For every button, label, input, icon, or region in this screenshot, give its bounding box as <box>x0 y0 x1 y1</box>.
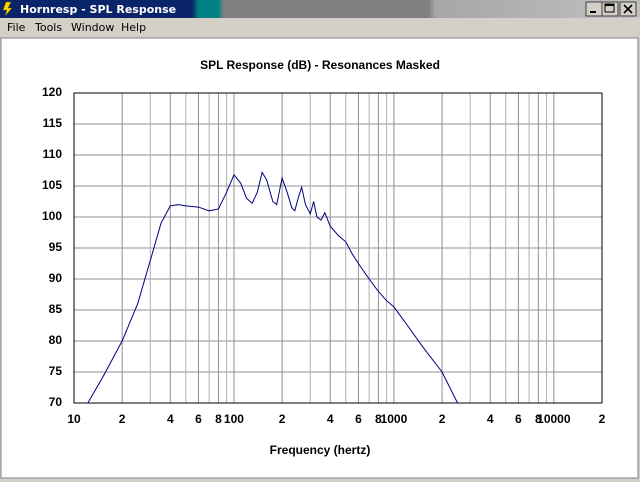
x-tick-label: 4 <box>167 412 174 426</box>
spl-curve <box>87 171 458 404</box>
maximize-button[interactable] <box>601 1 619 17</box>
chart-title: SPL Response (dB) - Resonances Masked <box>200 58 440 72</box>
x-tick-label: 1000 <box>381 412 408 426</box>
y-tick-label: 105 <box>42 178 62 192</box>
x-tick-label: 2 <box>439 412 446 426</box>
x-tick-label: 10000 <box>537 412 571 426</box>
y-tick-label: 95 <box>49 240 63 254</box>
x-tick-label: 8 <box>375 412 382 426</box>
close-button[interactable] <box>619 1 637 17</box>
menu-item[interactable]: Window <box>71 21 114 34</box>
x-tick-label: 2 <box>119 412 126 426</box>
y-tick-label: 90 <box>49 271 63 285</box>
x-tick-label: 100 <box>224 412 244 426</box>
x-tick-label: 6 <box>355 412 362 426</box>
y-tick-label: 100 <box>42 209 62 223</box>
menu-item[interactable]: Help <box>121 21 146 34</box>
y-tick-label: 110 <box>43 147 63 161</box>
y-tick-label: 115 <box>43 116 63 130</box>
x-tick-label: 2 <box>279 412 286 426</box>
menu-item[interactable]: File <box>7 21 26 34</box>
chart-panel <box>0 37 639 479</box>
x-tick-label: 4 <box>487 412 494 426</box>
app-icon <box>2 1 13 17</box>
window-title: Hornresp - SPL Response <box>20 3 176 16</box>
minimize-button[interactable] <box>585 1 603 17</box>
y-tick-label: 80 <box>49 333 63 347</box>
y-tick-label: 120 <box>42 85 62 99</box>
x-tick-label: 4 <box>327 412 334 426</box>
x-tick-label: 10 <box>67 412 81 426</box>
y-tick-label: 85 <box>49 302 63 316</box>
x-tick-label: 6 <box>195 412 202 426</box>
y-tick-label: 75 <box>49 364 63 378</box>
plot-frame <box>73 92 603 404</box>
x-tick-label: 2 <box>599 412 606 426</box>
menu-bar <box>0 18 640 38</box>
x-tick-label: 6 <box>515 412 522 426</box>
x-axis-label: Frequency (hertz) <box>270 443 371 457</box>
x-tick-label: 8 <box>215 412 222 426</box>
y-tick-label: 70 <box>49 395 63 409</box>
title-bar <box>0 0 640 18</box>
menu-item[interactable]: Tools <box>34 21 62 34</box>
x-tick-label: 8 <box>535 412 542 426</box>
